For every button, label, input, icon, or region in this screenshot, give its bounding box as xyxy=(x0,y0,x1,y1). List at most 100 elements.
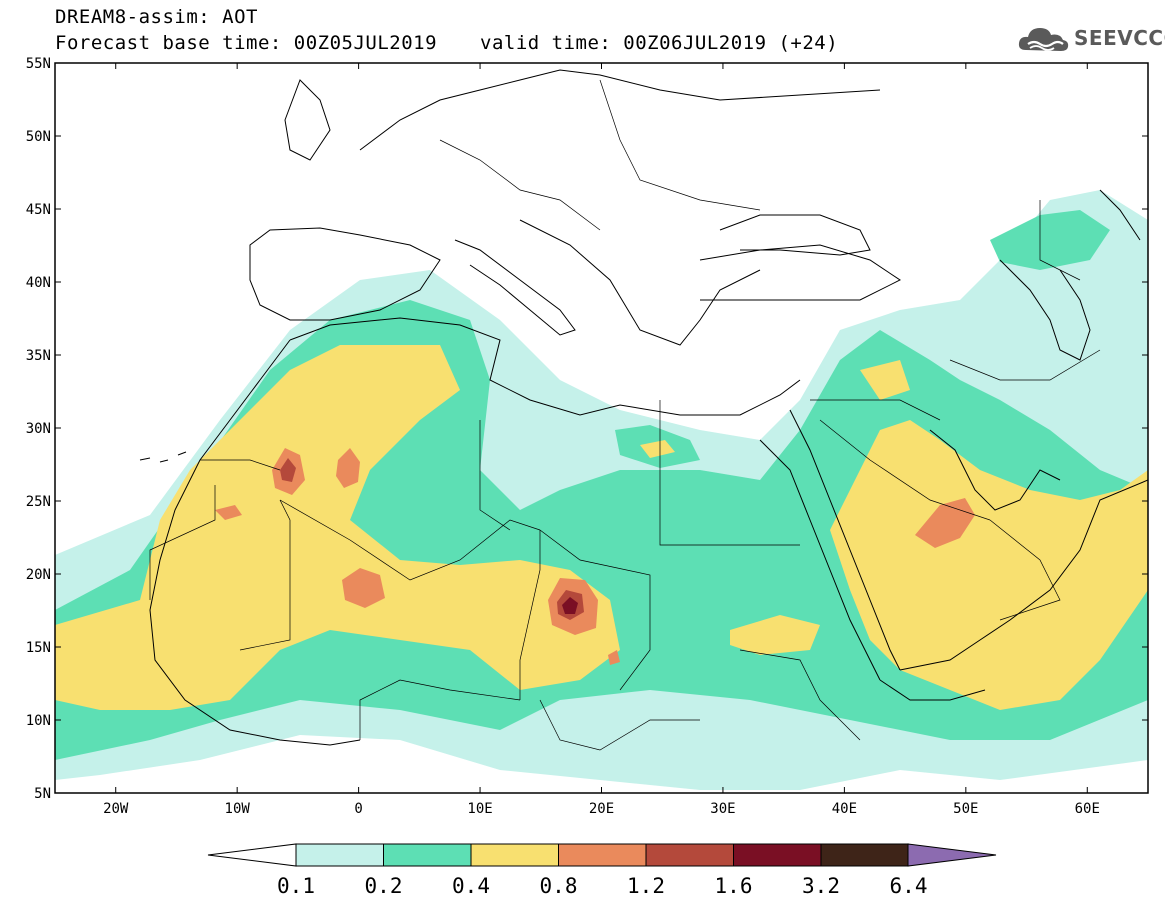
aot-band-08e xyxy=(915,498,975,548)
colorbar-box xyxy=(383,843,472,867)
coast-arabia xyxy=(899,479,1148,671)
border-18 xyxy=(949,349,1101,381)
coast-caspian-east xyxy=(1099,189,1141,241)
latitude-label: 45N xyxy=(26,202,51,218)
border-17 xyxy=(739,649,861,741)
latitude-labels: 55N 50N 45N 40N 35N 30N 25N 20N 15N 10N 5N xyxy=(26,56,51,802)
aot-band-04c xyxy=(730,615,820,655)
aot-band-08g xyxy=(608,650,620,665)
border-6 xyxy=(539,529,651,691)
longitude-label: 0 xyxy=(354,801,362,817)
colorbar-boxes xyxy=(295,843,909,867)
colorbar-label: 1.6 xyxy=(715,874,753,898)
aot-band-04d xyxy=(860,360,910,400)
coast-red-sea-west xyxy=(759,439,881,681)
latitude-label: 30N xyxy=(26,421,51,437)
longitude-label: 40E xyxy=(832,801,857,817)
border-7 xyxy=(659,400,800,546)
border-13 xyxy=(989,519,1061,621)
latitude-label: 5N xyxy=(34,786,51,802)
coast-italy xyxy=(454,239,576,336)
aot-band-08f xyxy=(215,505,242,520)
latitude-label: 25N xyxy=(26,494,51,510)
latitude-label: 55N xyxy=(26,56,51,72)
aot-band-16 xyxy=(562,597,578,614)
forecast-base-time: Forecast base time: 00Z05JUL2019 xyxy=(55,32,438,54)
coast-iberia xyxy=(249,227,441,321)
longitude-label: 10W xyxy=(225,801,251,817)
borders xyxy=(149,79,1101,751)
border-3 xyxy=(239,499,291,651)
border-14 xyxy=(1039,200,1081,281)
border-15 xyxy=(599,79,761,211)
colorbar-box xyxy=(558,843,647,867)
border-12 xyxy=(810,399,941,421)
coast-canaries xyxy=(139,451,187,463)
coast-caspian xyxy=(999,259,1091,361)
latitude-label: 20N xyxy=(26,567,51,583)
colorbar-labels: 0.1 0.2 0.4 0.8 1.2 1.6 3.2 6.4 xyxy=(277,874,927,898)
aot-band-02b xyxy=(990,210,1110,270)
latitude-label: 15N xyxy=(26,640,51,656)
border-10 xyxy=(539,699,700,751)
longitude-label: 50E xyxy=(953,801,978,817)
aot-band-04b xyxy=(830,420,1148,710)
longitude-label: 20W xyxy=(103,801,129,817)
map-title: DREAM8-assim: AOT xyxy=(55,6,258,28)
seevccc-logo: SEEVCCC xyxy=(1018,22,1165,56)
colorbar-label: 0.8 xyxy=(540,874,578,898)
coast-turkey xyxy=(699,244,901,301)
coastlines xyxy=(139,69,1148,746)
latitude-label: 40N xyxy=(26,275,51,291)
coast-europe-north xyxy=(359,69,881,151)
colorbar-min-arrow xyxy=(207,843,297,867)
aot-band-08c xyxy=(342,568,385,608)
cloud-icon xyxy=(1018,28,1069,51)
aot-band-04 xyxy=(55,345,620,710)
border-11 xyxy=(819,419,991,521)
colorbar-label: 0.2 xyxy=(365,874,403,898)
aot-field xyxy=(55,190,1148,790)
longitude-label: 60E xyxy=(1075,801,1100,817)
coast-west-africa xyxy=(149,339,361,746)
border-5 xyxy=(519,530,541,700)
coast-gulf xyxy=(929,429,1061,511)
border-9 xyxy=(359,679,521,740)
aot-band-12 xyxy=(280,458,296,482)
coast-black-sea xyxy=(719,214,871,256)
border-4 xyxy=(279,499,541,581)
colorbar-box xyxy=(733,843,822,867)
colorbar-box xyxy=(820,843,909,867)
border-8 xyxy=(479,420,511,531)
colorbar-label: 3.2 xyxy=(802,874,840,898)
colorbar-max-arrow xyxy=(907,843,997,867)
colorbar-box xyxy=(470,843,559,867)
longitude-labels: 20W 10W 0 10E 20E 30E 40E 50E 60E xyxy=(103,801,1100,817)
colorbar-box xyxy=(295,843,384,867)
coast-uk xyxy=(284,79,331,161)
valid-time: valid time: 00Z06JUL2019 (+24) xyxy=(480,32,839,54)
colorbar-label: 6.4 xyxy=(890,874,928,898)
logo-text: SEEVCCC xyxy=(1074,26,1165,50)
longitude-label: 20E xyxy=(589,801,614,817)
colorbar-label: 0.4 xyxy=(452,874,490,898)
coast-balkans xyxy=(519,219,761,346)
colorbar-label: 0.1 xyxy=(277,874,315,898)
border-1 xyxy=(200,459,281,471)
latitude-label: 10N xyxy=(26,713,51,729)
latitude-label: 35N xyxy=(26,348,51,364)
longitude-label: 10E xyxy=(467,801,492,817)
coast-red-sea-east xyxy=(789,409,901,671)
aot-band-08b xyxy=(336,448,360,488)
axis-ticks xyxy=(55,62,1148,794)
colorbar: 0.1 0.2 0.4 0.8 1.2 1.6 3.2 6.4 xyxy=(207,843,997,898)
border-16 xyxy=(439,139,601,231)
latitude-label: 50N xyxy=(26,129,51,145)
colorbar-label: 1.2 xyxy=(627,874,665,898)
aot-band-04e xyxy=(640,440,675,458)
coast-horn xyxy=(879,679,986,701)
colorbar-box xyxy=(645,843,734,867)
border-2 xyxy=(149,485,216,600)
coast-north-africa xyxy=(289,317,801,416)
